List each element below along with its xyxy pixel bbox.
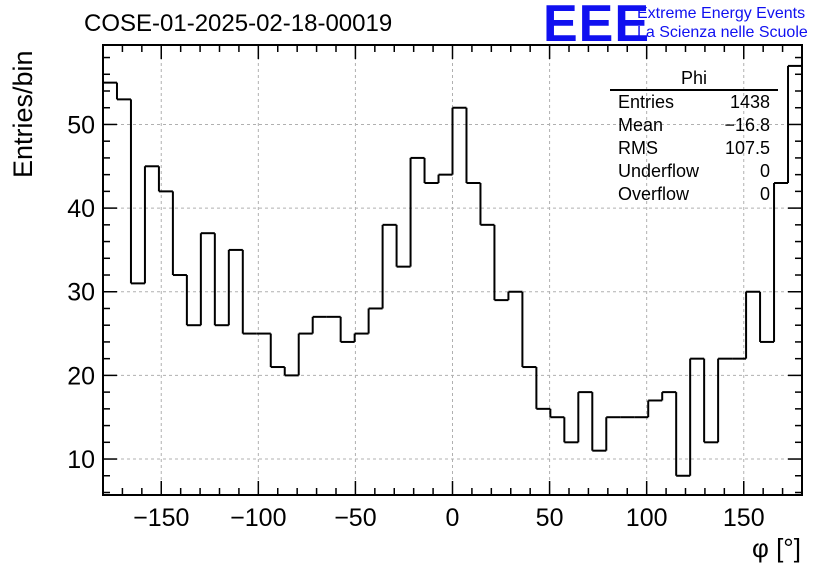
stats-value: 107.5: [724, 138, 770, 158]
x-tick-label: −100: [230, 504, 286, 532]
axis-ticks: [102, 45, 803, 495]
eee-logo: EEE: [543, 0, 651, 53]
x-tick-label: 100: [626, 504, 668, 532]
stats-row-mean: Mean −16.8: [610, 114, 778, 137]
y-tick-label: 20: [67, 362, 95, 390]
stats-value: 1438: [729, 92, 770, 112]
x-tick-label: −50: [334, 504, 376, 532]
y-tick-label: 30: [67, 279, 95, 307]
stats-title: Phi: [610, 68, 778, 91]
stats-value: 0: [759, 161, 770, 181]
stats-label: Entries: [618, 92, 675, 112]
x-axis-label: φ [°]: [752, 533, 801, 563]
stats-value: 0: [759, 184, 770, 204]
y-tick-label: 40: [67, 195, 95, 223]
logo-caption: Extreme Energy Events La Scienza nelle S…: [637, 4, 808, 42]
stats-label: Mean: [618, 115, 664, 135]
stats-value: −16.8: [724, 115, 770, 135]
stats-row-overflow: Overflow 0: [610, 183, 778, 206]
stats-label: RMS: [618, 138, 658, 158]
x-tick-labels: −150 −100 −50 0 50 100 150: [133, 504, 765, 532]
y-tick-labels: 10 20 30 40 50: [67, 111, 95, 474]
stats-row-entries: Entries 1438: [610, 91, 778, 114]
histogram-series: [103, 64, 802, 477]
stats-box: Phi Entries 1438 Mean −16.8 RMS 107.5 Un…: [610, 68, 778, 206]
stats-label: Underflow: [618, 161, 700, 181]
x-tick-label: 50: [536, 504, 564, 532]
plot-title: COSE-01-2025-02-18-00019: [84, 10, 393, 37]
logo-caption-line-2: La Scienza nelle Scuole: [637, 24, 808, 41]
x-tick-label: 150: [723, 504, 765, 532]
y-tick-label: 10: [67, 446, 95, 474]
y-axis-label: Entries/bin: [8, 50, 38, 178]
logo-caption-line-1: Extreme Energy Events: [637, 5, 806, 22]
stats-label: Overflow: [618, 184, 690, 204]
x-tick-label: −150: [133, 504, 189, 532]
stats-row-underflow: Underflow 0: [610, 160, 778, 183]
x-tick-label: 0: [446, 504, 460, 532]
stats-row-rms: RMS 107.5: [610, 137, 778, 160]
y-tick-label: 50: [67, 111, 95, 139]
